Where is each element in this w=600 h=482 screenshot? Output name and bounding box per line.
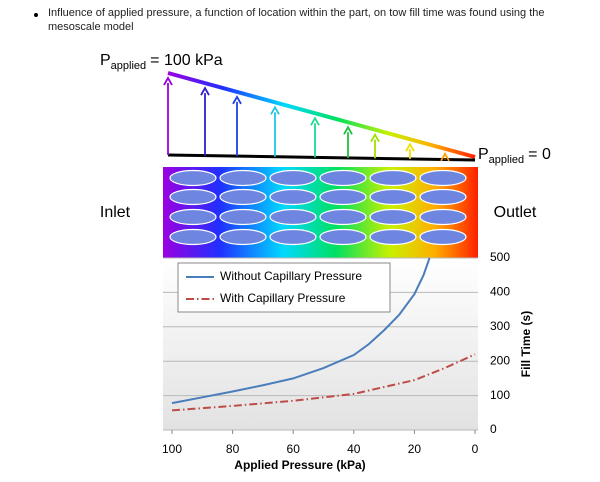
x-tick-label: 40 bbox=[347, 442, 361, 456]
y-tick-label: 0 bbox=[490, 422, 497, 436]
y-axis-title: Fill Time (s) bbox=[519, 311, 533, 377]
legend-label: With Capillary Pressure bbox=[220, 291, 346, 305]
tow bbox=[369, 169, 417, 187]
tow bbox=[319, 228, 367, 246]
pressure-profile bbox=[167, 71, 476, 159]
arrow-head bbox=[200, 86, 210, 96]
bullet-text: Influence of applied pressure, a functio… bbox=[48, 7, 545, 33]
arrow-head bbox=[440, 151, 450, 162]
p-subscript: applied bbox=[489, 154, 524, 166]
tow bbox=[269, 228, 317, 246]
p-value: = 100 kPa bbox=[150, 52, 223, 69]
y-tick-label: 200 bbox=[490, 353, 510, 367]
tow bbox=[269, 208, 317, 226]
tow bbox=[419, 228, 467, 246]
tow bbox=[369, 188, 417, 206]
p-subscript: applied bbox=[111, 60, 146, 72]
tow bbox=[269, 169, 317, 187]
tow bbox=[169, 228, 217, 246]
x-tick-label: 100 bbox=[162, 442, 182, 456]
bullet-dot bbox=[34, 13, 38, 17]
y-tick-label: 100 bbox=[490, 388, 510, 402]
tows bbox=[169, 169, 467, 246]
tow bbox=[219, 169, 267, 187]
series-line bbox=[171, 353, 476, 412]
y-tick-label: 500 bbox=[490, 250, 510, 264]
y-tick-label: 400 bbox=[490, 285, 510, 299]
p-symbol: P bbox=[100, 52, 111, 69]
p-symbol: P bbox=[478, 146, 489, 163]
tow bbox=[169, 169, 217, 187]
arrow-head bbox=[370, 132, 380, 143]
tow bbox=[219, 188, 267, 206]
tow bbox=[319, 208, 367, 226]
x-axis-title: Applied Pressure (kPa) bbox=[234, 458, 365, 472]
legend-label: Without Capillary Pressure bbox=[220, 269, 362, 283]
legend-box bbox=[177, 262, 391, 313]
series-line bbox=[171, 257, 431, 405]
x-tick-label: 20 bbox=[408, 442, 422, 456]
baseline bbox=[167, 153, 476, 162]
tow bbox=[369, 208, 417, 226]
x-tick-label: 0 bbox=[472, 442, 479, 456]
inlet-label: Inlet bbox=[100, 204, 131, 221]
tow bbox=[319, 169, 367, 187]
tow bbox=[319, 188, 367, 206]
outlet-pressure-label: Papplied = 0 bbox=[478, 146, 551, 166]
tow bbox=[169, 208, 217, 226]
arrow-head bbox=[270, 105, 280, 115]
tow bbox=[219, 208, 267, 226]
arrow-head bbox=[343, 125, 353, 135]
arrow-head bbox=[405, 142, 415, 152]
inlet-pressure-label: Papplied = 100 kPa bbox=[100, 52, 223, 72]
y-tick-label: 300 bbox=[490, 319, 510, 333]
bullet-box: Influence of applied pressure, a functio… bbox=[48, 7, 545, 33]
tow bbox=[419, 188, 467, 206]
x-tick-label: 80 bbox=[226, 442, 240, 456]
p-value: = 0 bbox=[528, 146, 551, 163]
arrow-head bbox=[163, 76, 173, 86]
pressure-diagram bbox=[163, 71, 476, 162]
arrow-head bbox=[232, 95, 242, 105]
tow bbox=[169, 188, 217, 206]
outlet-label: Outlet bbox=[494, 204, 537, 221]
tow bbox=[419, 169, 467, 187]
tow bbox=[269, 188, 317, 206]
tow bbox=[419, 208, 467, 226]
arrow-head bbox=[310, 116, 320, 126]
x-tick-label: 60 bbox=[287, 442, 301, 456]
tow bbox=[369, 228, 417, 246]
tow bbox=[219, 228, 267, 246]
